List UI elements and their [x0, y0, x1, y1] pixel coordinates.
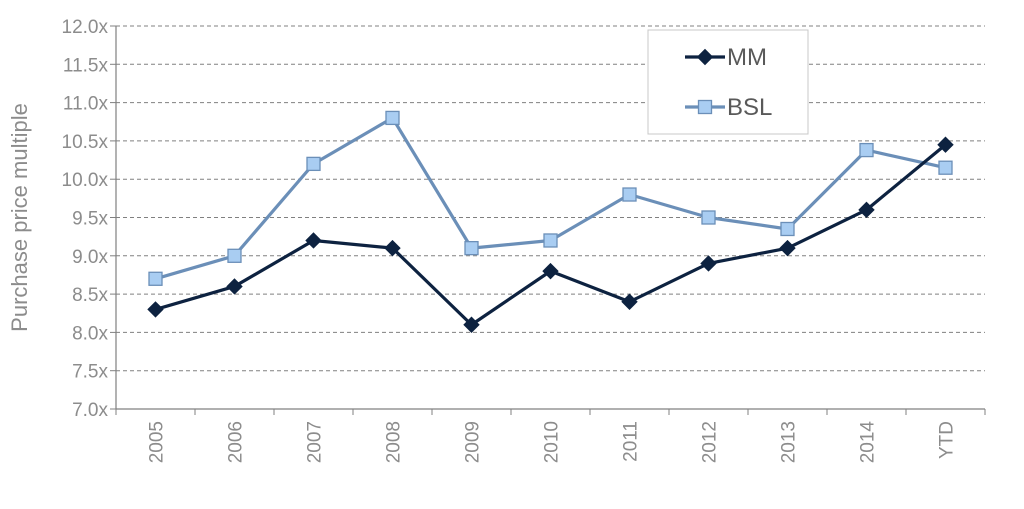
x-tick-labels: 2005 2006 2007 2008 2009 2010 2011 2012 2013 2014… — [147, 421, 958, 464]
point-mm — [700, 255, 717, 272]
axes — [115, 26, 986, 415]
point-bsl — [938, 160, 953, 175]
point-mm — [937, 136, 954, 153]
x-tick-label: 2011 — [621, 421, 642, 462]
legend-marker — [697, 99, 713, 115]
x-tick-label: 2013 — [779, 421, 800, 463]
point-mm — [463, 316, 480, 333]
legend-box — [647, 29, 809, 135]
legend-label: BSL — [727, 94, 772, 121]
y-tick-label: 7.0x — [72, 400, 108, 421]
point-bsl — [306, 156, 321, 172]
y-tick-label: 9.0x — [72, 247, 108, 268]
y-tick-labels: 7.0x 7.5x 8.0x 8.5x 9.0x 9.5x 10.0x 10.5x 11.0x 1… — [62, 17, 109, 421]
x-tick-label: 2010 — [542, 421, 563, 463]
point-mm — [226, 278, 243, 295]
point-mm — [542, 262, 559, 280]
x-tick-label: 2008 — [384, 421, 405, 463]
point-bsl — [227, 248, 242, 263]
point-bsl — [859, 142, 874, 158]
x-tick-label: 2005 — [147, 421, 168, 463]
point-bsl — [622, 187, 637, 202]
point-mm — [384, 239, 401, 257]
y-tick-label: 10.5x — [62, 132, 109, 153]
y-tick-label: 10.0x — [62, 170, 109, 191]
legend-label: MM — [727, 44, 767, 71]
x-tick-label: YTD — [937, 421, 958, 459]
x-tick-label: 2012 — [700, 421, 721, 463]
point-mm — [858, 201, 875, 219]
point-mm — [621, 293, 638, 310]
point-bsl — [385, 110, 400, 126]
y-tick-label: 7.5x — [72, 362, 108, 383]
point-mm — [305, 232, 322, 249]
y-tick-label: 8.5x — [72, 285, 108, 306]
point-bsl — [543, 233, 558, 248]
point-mm — [779, 239, 796, 257]
gridlines — [110, 25, 985, 410]
point-bsl — [148, 271, 163, 286]
legend-marker — [696, 48, 714, 66]
point-bsl — [701, 210, 716, 225]
x-tick-label: 2007 — [305, 421, 326, 463]
series-line-bsl — [155, 116, 946, 281]
x-tick-label: 2009 — [463, 421, 484, 463]
y-axis-label: Purchase price multiple — [7, 103, 32, 332]
y-tick-label: 9.5x — [72, 209, 108, 230]
y-tick-label: 8.0x — [72, 323, 108, 344]
series-bsl — [148, 110, 953, 286]
point-bsl — [464, 240, 479, 256]
y-tick-label: 12.0x — [62, 17, 109, 38]
series-layer — [147, 110, 954, 333]
x-tick-label: 2014 — [858, 421, 879, 464]
legend: MM BSL — [647, 29, 809, 135]
point-mm — [147, 301, 164, 318]
x-tick-label: 2006 — [226, 421, 247, 463]
series-mm — [147, 136, 954, 333]
point-bsl — [780, 221, 795, 237]
y-tick-label: 11.5x — [63, 55, 109, 76]
y-tick-label: 11.0x — [63, 94, 109, 115]
